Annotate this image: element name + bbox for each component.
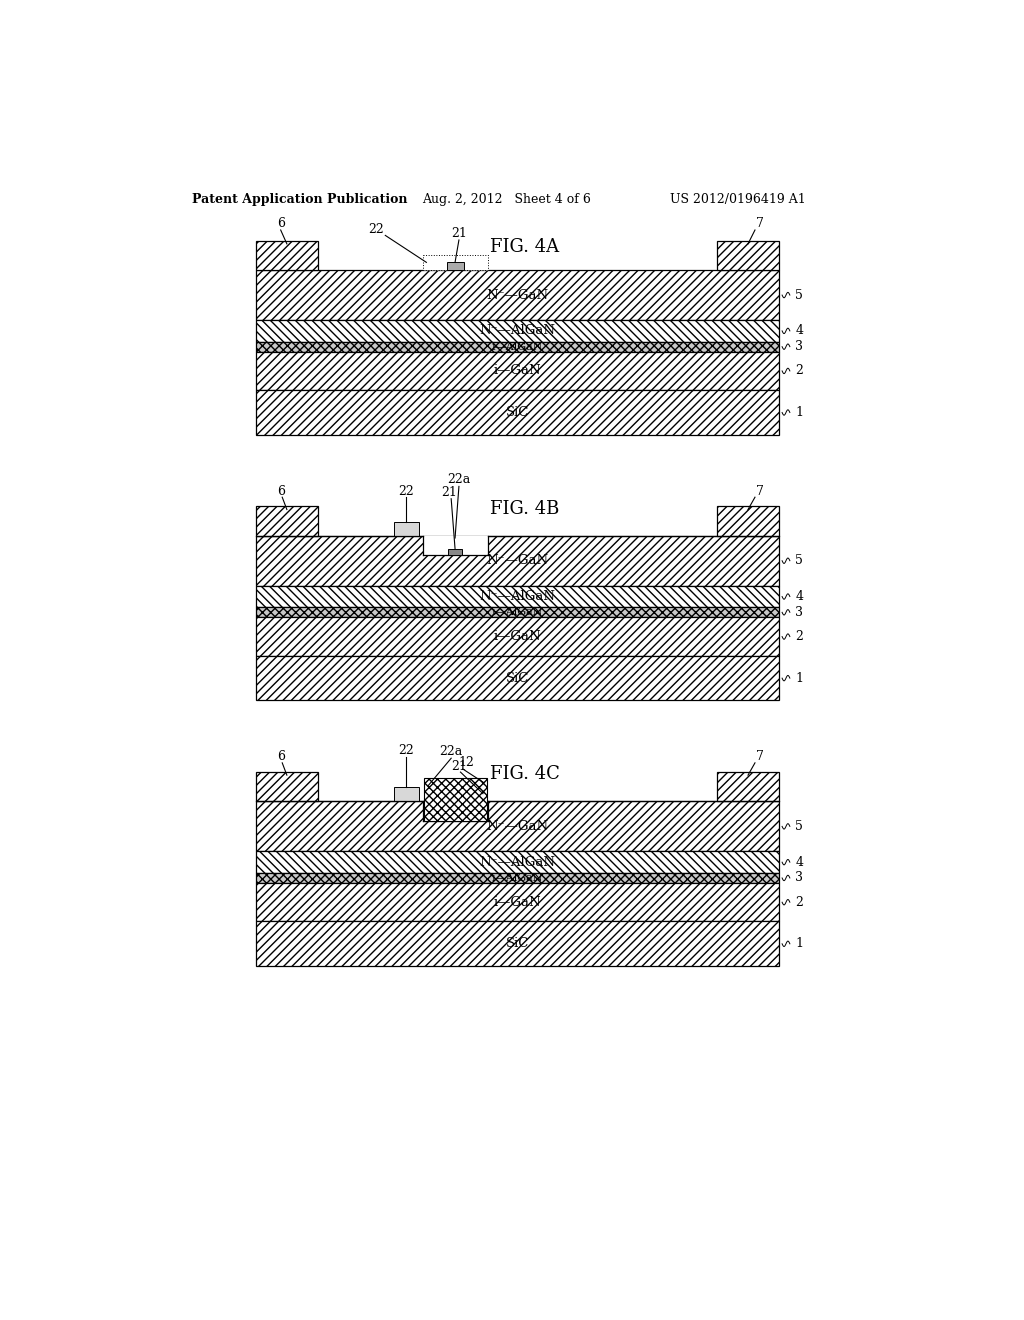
Text: i—GaN: i—GaN [494, 896, 542, 908]
Bar [256, 851, 779, 873]
Text: 6: 6 [276, 750, 285, 763]
Text: 2: 2 [796, 364, 803, 378]
Text: 3: 3 [796, 341, 803, 354]
Bar [717, 507, 779, 536]
Bar [424, 779, 486, 821]
Text: 7: 7 [756, 218, 764, 231]
Text: 1: 1 [796, 672, 803, 685]
Text: SiC: SiC [506, 937, 529, 950]
Text: N⁻—GaN: N⁻—GaN [486, 289, 549, 301]
Bar [394, 788, 419, 801]
Bar [449, 549, 462, 554]
Bar [256, 240, 317, 271]
Text: i—AlGaN: i—AlGaN [492, 342, 543, 351]
Text: FIG. 4A: FIG. 4A [490, 238, 559, 256]
Text: 6: 6 [276, 218, 285, 231]
Text: i—AlGaN: i—AlGaN [492, 873, 543, 883]
Text: 5: 5 [796, 554, 803, 568]
Bar [717, 240, 779, 271]
Text: i—GaN: i—GaN [494, 364, 542, 378]
Bar [256, 618, 779, 656]
Text: FIG. 4B: FIG. 4B [490, 500, 559, 517]
Text: 22a: 22a [439, 744, 463, 758]
Text: i—AlGaN: i—AlGaN [492, 607, 543, 618]
Text: N⁻—AlGaN: N⁻—AlGaN [479, 855, 555, 869]
Bar [256, 536, 779, 586]
Text: 5: 5 [796, 820, 803, 833]
Bar [256, 342, 779, 351]
Text: 4: 4 [796, 590, 803, 603]
Text: N⁻—GaN: N⁻—GaN [486, 820, 549, 833]
Text: 2: 2 [796, 630, 803, 643]
Text: 22: 22 [398, 484, 414, 498]
Bar [423, 255, 488, 271]
Text: FIG. 4C: FIG. 4C [489, 766, 560, 783]
Text: 21: 21 [451, 227, 467, 240]
Text: SiC: SiC [506, 672, 529, 685]
Text: i—GaN: i—GaN [494, 630, 542, 643]
Text: 22a: 22a [447, 473, 471, 486]
Text: 1: 1 [796, 937, 803, 950]
Text: SiC: SiC [506, 407, 529, 418]
Text: 4: 4 [796, 325, 803, 338]
Bar [256, 883, 779, 921]
Text: N⁻—GaN: N⁻—GaN [486, 554, 549, 568]
Text: 22: 22 [398, 744, 414, 758]
Text: 7: 7 [756, 750, 764, 763]
Text: 1: 1 [796, 407, 803, 418]
Text: 21: 21 [451, 760, 467, 774]
Text: N⁻—AlGaN: N⁻—AlGaN [479, 590, 555, 603]
Bar [717, 772, 779, 801]
Bar [446, 263, 464, 271]
Text: N⁻—AlGaN: N⁻—AlGaN [479, 325, 555, 338]
Text: Aug. 2, 2012   Sheet 4 of 6: Aug. 2, 2012 Sheet 4 of 6 [423, 193, 592, 206]
Bar [256, 873, 779, 883]
Bar [256, 921, 779, 966]
Bar [394, 521, 419, 536]
Text: 7: 7 [756, 484, 764, 498]
Bar [256, 351, 779, 391]
Text: US 2012/0196419 A1: US 2012/0196419 A1 [671, 193, 806, 206]
Bar [423, 536, 488, 554]
Bar [256, 391, 779, 434]
Text: 6: 6 [276, 484, 285, 498]
Text: 4: 4 [796, 855, 803, 869]
Bar [256, 271, 779, 321]
Bar [256, 507, 317, 536]
Text: 3: 3 [796, 606, 803, 619]
Text: 3: 3 [796, 871, 803, 884]
Bar [256, 607, 779, 618]
Text: 12: 12 [459, 756, 474, 770]
Text: 5: 5 [796, 289, 803, 301]
Bar [256, 772, 317, 801]
Text: 2: 2 [796, 896, 803, 908]
Bar [256, 656, 779, 701]
Bar [423, 801, 488, 821]
Text: 22: 22 [368, 223, 384, 236]
Text: 21: 21 [441, 486, 457, 499]
Bar [256, 801, 779, 851]
Text: Patent Application Publication: Patent Application Publication [191, 193, 408, 206]
Bar [256, 586, 779, 607]
Bar [256, 321, 779, 342]
